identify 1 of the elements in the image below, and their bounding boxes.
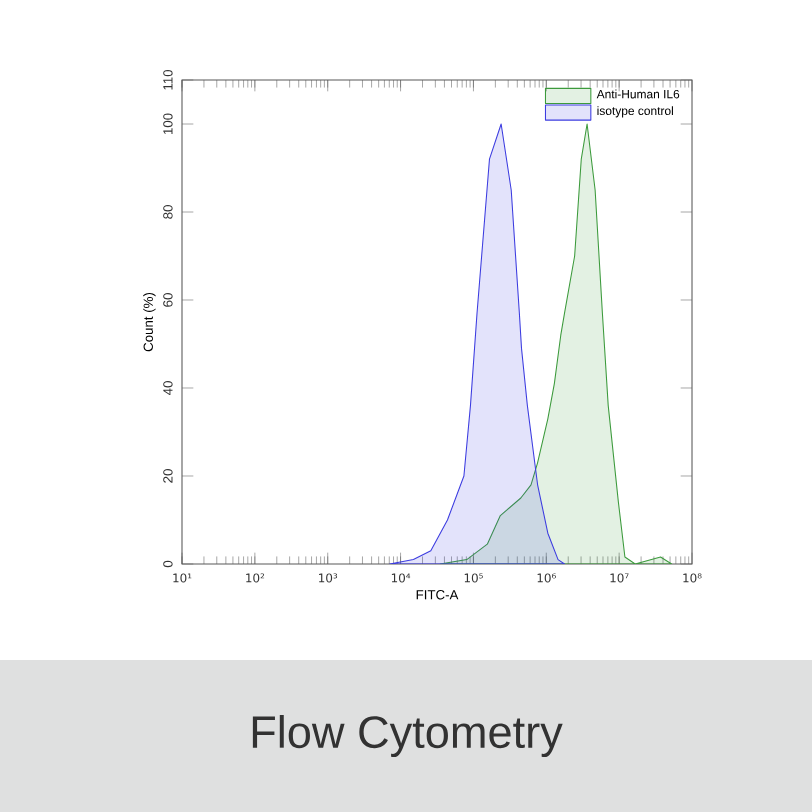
text: Flow Cytometry <box>252 714 563 758</box>
